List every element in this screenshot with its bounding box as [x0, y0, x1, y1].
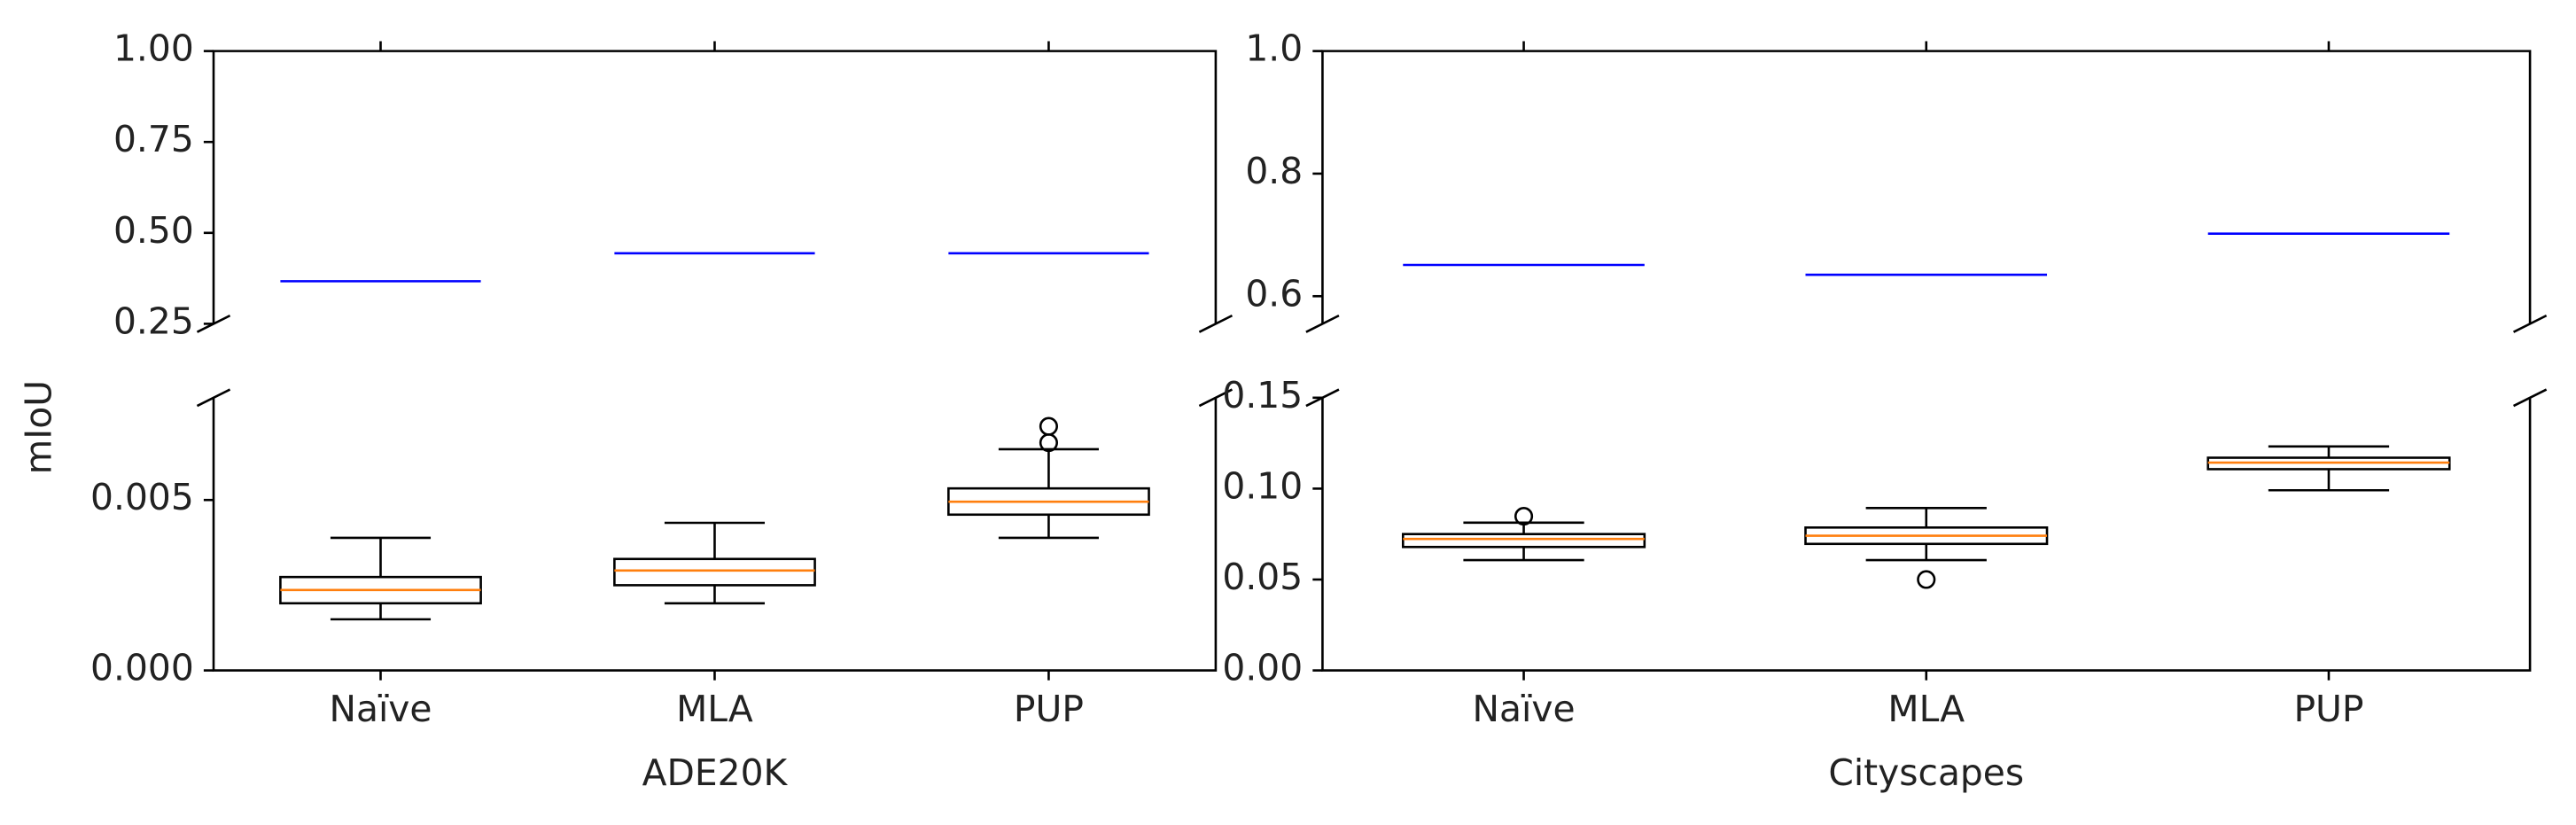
- x-tick-label: Naïve: [329, 688, 432, 730]
- x-axis-label: Cityscapes: [1828, 751, 2024, 794]
- y-tick-label: 0.10: [1222, 464, 1303, 507]
- flier: [1917, 570, 1936, 589]
- x-tick-label: Naïve: [1473, 688, 1576, 730]
- y-axis-label: mIoU: [17, 380, 59, 475]
- y-tick-label: 0.05: [1222, 556, 1303, 598]
- y-tick-label: 0.8: [1245, 150, 1303, 192]
- y-tick-label: 0.6: [1245, 272, 1303, 315]
- x-tick-label: PUP: [2293, 688, 2363, 730]
- box: [613, 557, 816, 587]
- break-mark: [2512, 388, 2548, 408]
- y-tick-label: 0.00: [1222, 647, 1303, 689]
- y-tick-label: 0.75: [113, 118, 194, 160]
- break-mark: [196, 388, 231, 408]
- axes-frame: [1321, 50, 2532, 324]
- x-tick-label: MLA: [1887, 688, 1965, 730]
- y-tick-label: 0.005: [90, 476, 194, 518]
- break-mark: [1305, 314, 1340, 333]
- x-tick-label: PUP: [1014, 688, 1084, 730]
- y-tick-label: 0.15: [1222, 374, 1303, 416]
- x-tick-label: MLA: [676, 688, 753, 730]
- axes-frame: [212, 50, 1218, 324]
- y-tick-label: 0.25: [113, 300, 194, 342]
- flier: [1039, 416, 1059, 436]
- y-tick-label: 1.00: [113, 27, 194, 70]
- y-tick-label: 0.50: [113, 209, 194, 252]
- box: [1401, 533, 1646, 549]
- break-mark: [1198, 314, 1234, 333]
- y-tick-label: 0.000: [90, 647, 194, 689]
- x-axis-label: ADE20K: [642, 751, 789, 794]
- y-tick-label: 1.0: [1245, 27, 1303, 70]
- flier: [1514, 507, 1534, 526]
- break-mark: [2512, 314, 2548, 333]
- break-mark: [1198, 388, 1234, 408]
